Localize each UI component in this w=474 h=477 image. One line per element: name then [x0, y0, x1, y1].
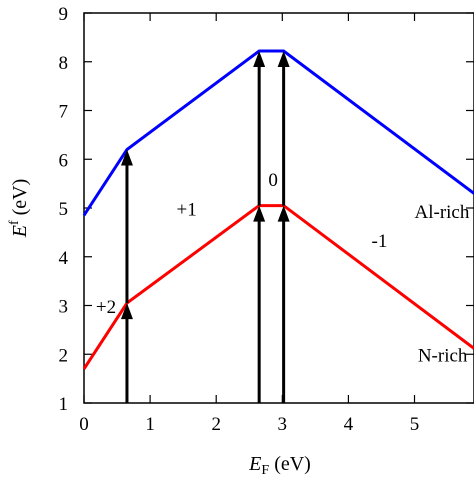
- x-tick-label: 3: [278, 414, 288, 435]
- y-tick-label: 1: [59, 394, 69, 415]
- arrow-layer: [120, 51, 290, 403]
- arrow-head: [277, 51, 290, 68]
- y-tick-label: 8: [59, 53, 69, 74]
- y-tick-label: 7: [59, 102, 69, 123]
- y-tick-label: 9: [59, 4, 69, 25]
- y-axis-label: Ef (eV): [7, 179, 31, 239]
- series-line-al-rich: [82, 49, 474, 217]
- x-tick-label: 0: [79, 414, 89, 435]
- x-tick-label: 1: [145, 414, 155, 435]
- y-tick-label: 3: [59, 297, 69, 318]
- arrow-head: [277, 205, 290, 222]
- arrow-head: [253, 51, 266, 68]
- annotation-label: 0: [268, 170, 278, 191]
- arrow-head: [120, 149, 133, 166]
- x-tick-label: 4: [344, 414, 354, 435]
- y-tick-label: 6: [59, 150, 69, 171]
- x-tick-label: 2: [211, 414, 221, 435]
- y-tick-label: 2: [59, 345, 69, 366]
- arrow-head: [120, 303, 133, 320]
- annotation-label: N-rich: [418, 346, 468, 367]
- series-line-n-rich: [82, 204, 474, 370]
- annotation-label: Al-rich: [415, 202, 470, 223]
- annotation-layer: +2 +1 0 -1 Al-rich N-rich: [96, 170, 470, 367]
- annotation-label: -1: [372, 231, 388, 252]
- arrow-head: [253, 205, 266, 222]
- y-tick-label: 4: [59, 248, 69, 269]
- annotation-label: +1: [177, 199, 197, 220]
- x-axis-label: EF (eV): [248, 453, 311, 477]
- y-tick-label: 5: [59, 199, 69, 220]
- annotation-label: +2: [96, 297, 116, 318]
- x-tick-label: 5: [410, 414, 420, 435]
